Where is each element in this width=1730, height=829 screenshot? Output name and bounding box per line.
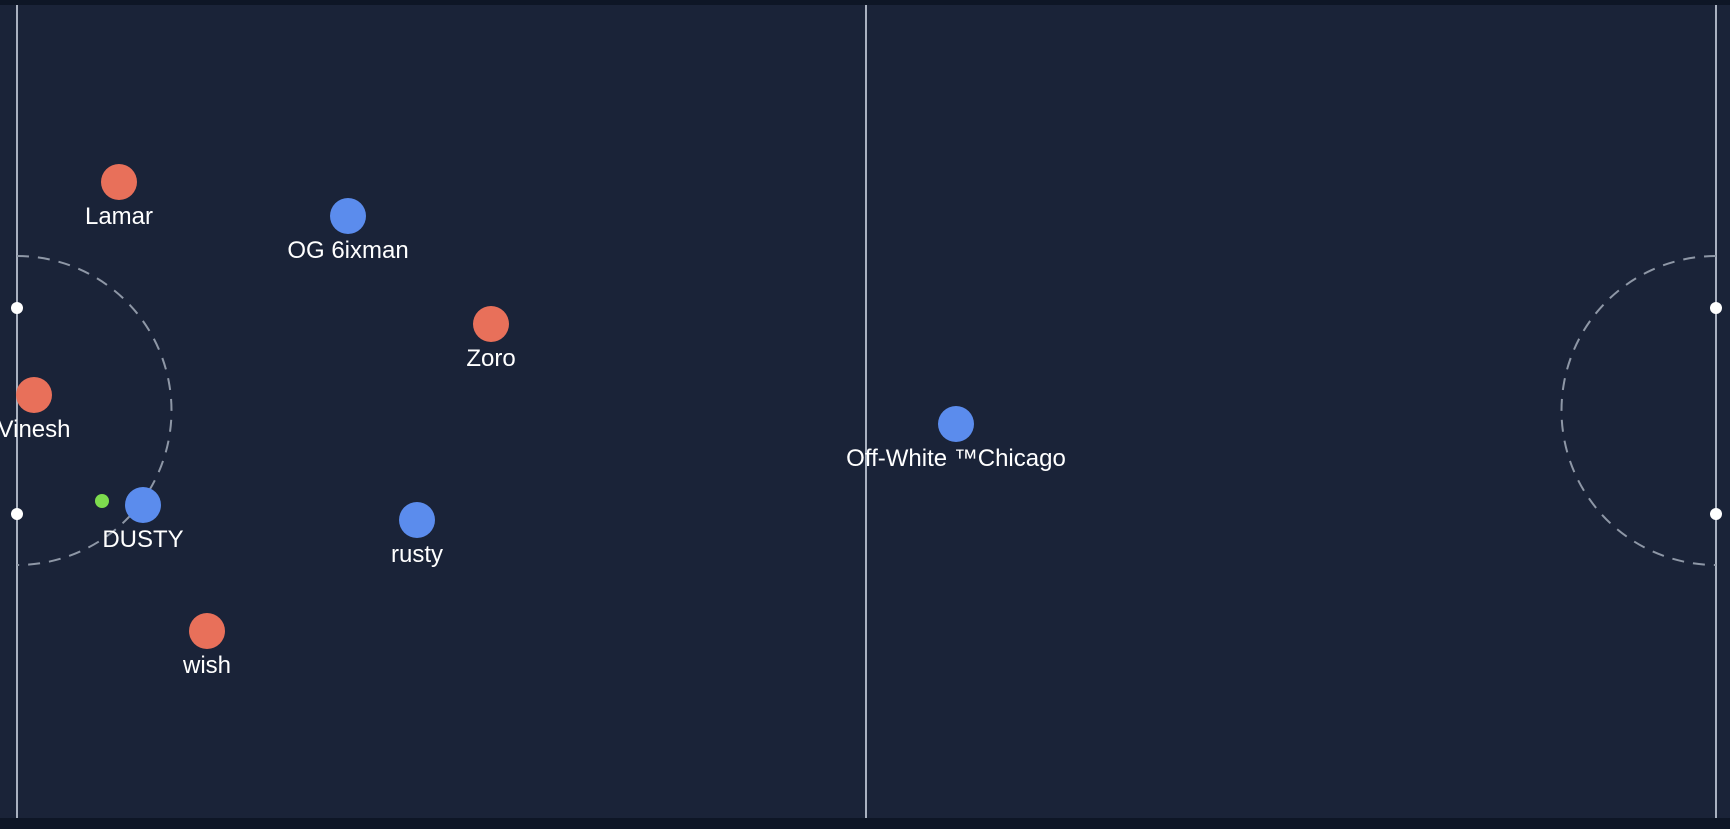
player-token [938,406,974,442]
player-red: wish [182,613,231,679]
right-goal-post-bottom [1710,508,1722,520]
player-red: Zoro [466,306,516,372]
player-red: Vinesh [0,377,70,443]
player-token [125,487,161,523]
right-goal-arc [1560,255,1717,566]
player-blue: rusty [391,502,443,568]
player-token [16,377,52,413]
player-name-label: Off-White ™Chicago [846,445,1066,472]
player-name-label: Zoro [466,345,515,372]
player-blue: Off-White ™Chicago [846,406,1066,472]
player-name-label: wish [182,652,231,679]
left-goal-arc [16,255,173,566]
player-token [330,198,366,234]
left-goal-post-bottom [11,508,23,520]
right-goal-post-top [1710,302,1722,314]
player-name-label: Vinesh [0,416,70,443]
player-red: Lamar [85,164,153,230]
player-token [473,306,509,342]
player-name-label: Lamar [85,203,153,230]
player-token [101,164,137,200]
left-goal-post-top [11,302,23,314]
player-token [399,502,435,538]
player-name-label: rusty [391,541,443,568]
ball [95,494,109,508]
player-blue: DUSTY [102,487,184,553]
player-name-label: DUSTY [102,526,183,553]
player-blue: OG 6ixman [287,198,409,264]
players-layer: Lamar OG 6ixman Zoro Vinesh Off-White ™Chica… [0,164,1066,679]
player-name-label: OG 6ixman [287,237,408,264]
player-token [189,613,225,649]
